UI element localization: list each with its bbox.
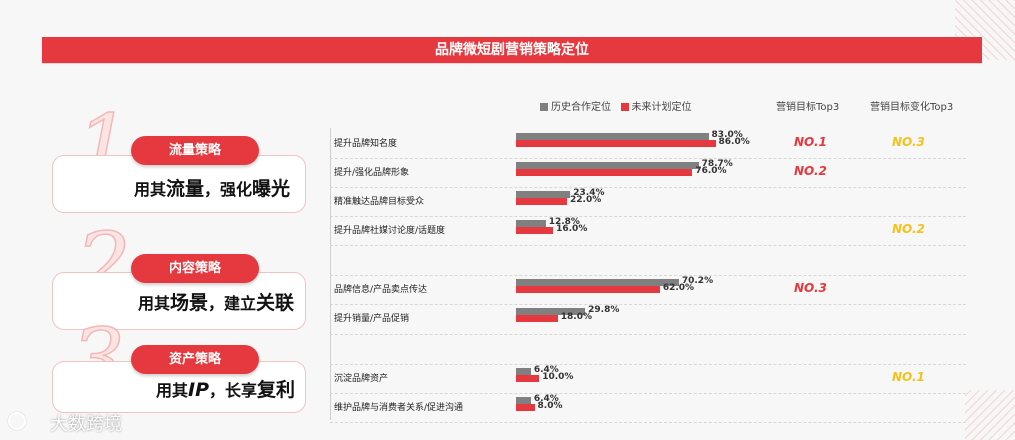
slogan-keyword: 场景	[170, 292, 209, 314]
category-label: 品牌信息/产品卖点传达	[334, 285, 428, 295]
row-divider	[330, 245, 966, 246]
category-label: 精准触达品牌目标受众	[334, 197, 425, 207]
row-divider	[330, 275, 966, 276]
category-label: 提升销量/产品促销	[334, 314, 410, 324]
row-divider	[330, 216, 966, 217]
category-label: 维护品牌与消费者关系/促进沟通	[334, 403, 464, 413]
data-label-future: 62.0%	[662, 283, 695, 293]
bar-history	[516, 397, 531, 404]
category-label: 提升/强化品牌形象	[334, 168, 410, 178]
category-label: 沉淀品牌资产	[334, 374, 389, 384]
data-label-history: 6.4%	[533, 365, 559, 375]
change-rank-badge: NO.1	[892, 370, 925, 384]
slogan-keyword: IP	[188, 379, 210, 401]
strategy-pill-2: 内容策略	[131, 254, 259, 283]
corner-decoration-bottom	[965, 390, 1015, 440]
bar-future	[516, 375, 540, 382]
row-divider	[330, 364, 966, 365]
data-label-future: 22.0%	[570, 195, 602, 205]
data-label-history: 83.0%	[711, 130, 743, 140]
change-rank-badge: NO.3	[892, 135, 925, 149]
goal-rank-badge: NO.3	[794, 281, 827, 295]
strategy-pill-1: 流量策略	[131, 136, 259, 165]
slogan-mid: ，长享	[209, 381, 258, 400]
slogan-prefix: 用其	[134, 180, 167, 199]
page-title: 品牌微短剧营销策略定位	[42, 37, 982, 63]
data-label-future: 16.0%	[556, 224, 588, 234]
slogan-prefix: 用其	[156, 381, 189, 400]
strategy-card-1	[52, 155, 306, 213]
title-underline	[42, 63, 982, 64]
data-label-history: 12.8%	[548, 217, 580, 227]
watermark-logo-icon	[8, 412, 26, 430]
goal-rank-badge: NO.2	[794, 164, 827, 178]
legend-swatch-future	[620, 103, 629, 111]
row-divider	[330, 158, 966, 159]
row-divider	[330, 187, 966, 188]
bar-history	[516, 368, 531, 375]
row-divider	[330, 422, 966, 423]
data-label-history: 78.7%	[701, 159, 733, 169]
data-label-future: 76.0%	[695, 166, 727, 176]
bar-history	[516, 308, 586, 315]
bar-history	[516, 279, 679, 286]
slogan-mid: ，建立	[208, 294, 257, 313]
data-label-history: 70.2%	[681, 276, 714, 286]
goal-rank-badge: NO.1	[794, 135, 827, 149]
slogan-keyword: 复利	[257, 379, 296, 401]
watermark-text: 大数跨境	[50, 414, 122, 435]
chart-axis-line	[330, 128, 331, 420]
strategy-slogan-1: 用其流量，强化曝光	[134, 174, 290, 201]
data-label-history: 23.4%	[573, 188, 605, 198]
bar-future	[516, 404, 535, 411]
category-label: 提升品牌社媒讨论度/话题度	[334, 226, 446, 236]
strategy-pill-3: 资产策略	[131, 345, 259, 374]
bar-future	[516, 286, 660, 293]
strategy-slogan-3: 用其IP，长享复利	[156, 375, 295, 402]
data-label-future: 18.0%	[560, 312, 592, 322]
header-goal-top3: 营销目标Top3	[776, 102, 840, 113]
legend-swatch-history	[540, 103, 548, 111]
row-divider	[330, 334, 966, 335]
bar-history	[516, 133, 709, 140]
bar-future	[516, 169, 693, 176]
category-label: 提升品牌知名度	[334, 139, 398, 149]
slogan-keyword: 曝光	[252, 178, 291, 200]
legend-label-future: 未来计划定位	[631, 102, 692, 113]
slogan-keyword: 流量	[166, 178, 205, 200]
bar-history	[516, 191, 571, 198]
bar-future	[516, 315, 558, 322]
strategy-slogan-2: 用其场景，建立关联	[138, 288, 294, 315]
bar-history	[516, 162, 699, 169]
change-rank-badge: NO.2	[892, 222, 925, 236]
slogan-keyword: 关联	[256, 292, 295, 314]
header-change-top3: 营销目标变化Top3	[870, 102, 954, 113]
slogan-mid: ，强化	[204, 180, 253, 199]
bar-future	[516, 198, 568, 205]
data-label-future: 10.0%	[542, 372, 574, 382]
row-divider	[330, 393, 966, 394]
bar-history	[516, 220, 546, 227]
slogan-prefix: 用其	[138, 294, 171, 313]
bar-future	[516, 227, 554, 234]
row-divider	[330, 304, 966, 305]
bar-future	[516, 140, 716, 147]
legend-label-history: 历史合作定位	[551, 102, 611, 113]
data-label-history: 29.8%	[588, 305, 620, 315]
data-label-future: 8.0%	[537, 401, 563, 411]
data-label-future: 86.0%	[718, 137, 750, 147]
data-label-history: 6.4%	[533, 394, 559, 404]
chart-legend: 历史合作定位 未来计划定位	[540, 98, 692, 113]
